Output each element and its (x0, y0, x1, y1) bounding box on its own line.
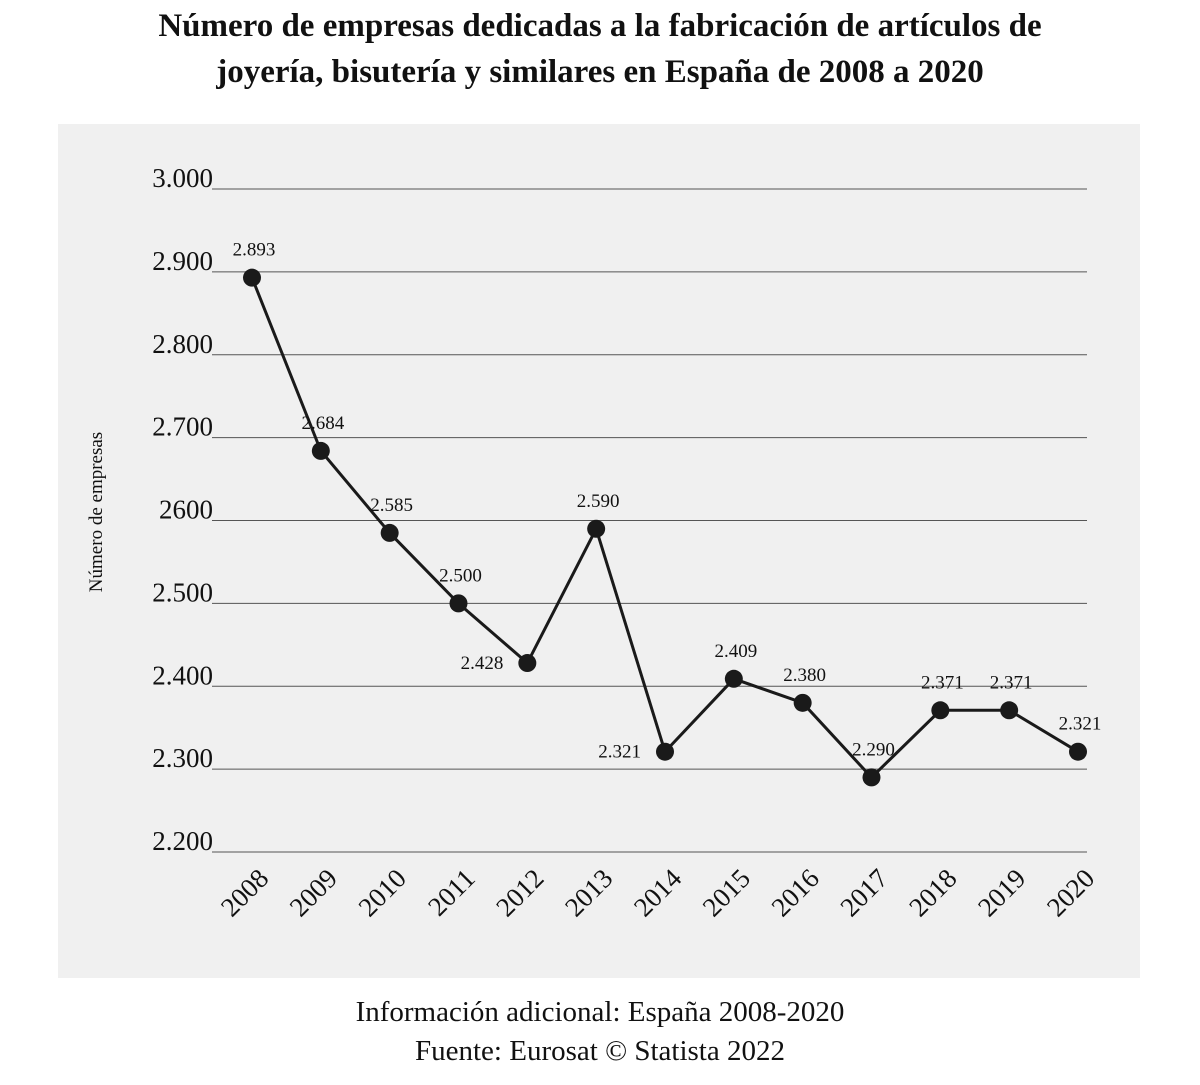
data-point (656, 742, 674, 761)
data-label: 2.428 (461, 653, 504, 674)
data-point (862, 768, 881, 787)
y-tick-label: 2.500 (152, 577, 213, 607)
data-label: 2.380 (783, 665, 826, 686)
data-label: 2.684 (301, 413, 344, 434)
data-point (1000, 701, 1019, 720)
data-point (724, 669, 743, 688)
data-point (931, 701, 950, 720)
footer-source: Fuente: Eurosat © Statista 2022 (415, 1035, 785, 1067)
footer-note: Información adicional: España 2008-2020 (356, 996, 845, 1028)
data-point (518, 654, 537, 673)
data-label: 2.321 (598, 742, 641, 763)
data-point (587, 519, 606, 538)
data-label: 2.321 (1059, 714, 1102, 735)
data-label: 2.500 (439, 565, 482, 586)
y-tick-label: 2.900 (152, 246, 213, 276)
data-point (449, 594, 468, 613)
y-tick-label: 2.800 (152, 329, 213, 359)
data-label: 2.409 (714, 641, 757, 662)
data-label: 2.290 (852, 739, 895, 760)
y-tick-label: 2.400 (152, 660, 213, 690)
data-point (1069, 742, 1087, 761)
data-point (793, 693, 812, 712)
chart-title: Número de empresas dedicadas a la fabric… (158, 8, 1041, 44)
data-label: 2.371 (990, 672, 1033, 693)
y-tick-label: 3.000 (152, 163, 213, 193)
data-label: 2.893 (233, 240, 276, 261)
data-point (243, 268, 261, 287)
data-label: 2.371 (921, 672, 964, 693)
data-label: 2.585 (370, 495, 413, 516)
y-tick-label: 2600 (159, 495, 213, 525)
data-point (311, 441, 330, 460)
y-tick-label: 2.700 (152, 412, 213, 442)
y-tick-label: 2.200 (152, 826, 213, 856)
data-label: 2.590 (577, 491, 620, 512)
y-axis-label: Número de empresas (86, 432, 107, 592)
data-point (380, 523, 399, 542)
plot-background (58, 124, 1140, 978)
y-tick-label: 2.300 (152, 743, 213, 773)
chart-title: joyería, bisutería y similares en España… (215, 54, 984, 90)
